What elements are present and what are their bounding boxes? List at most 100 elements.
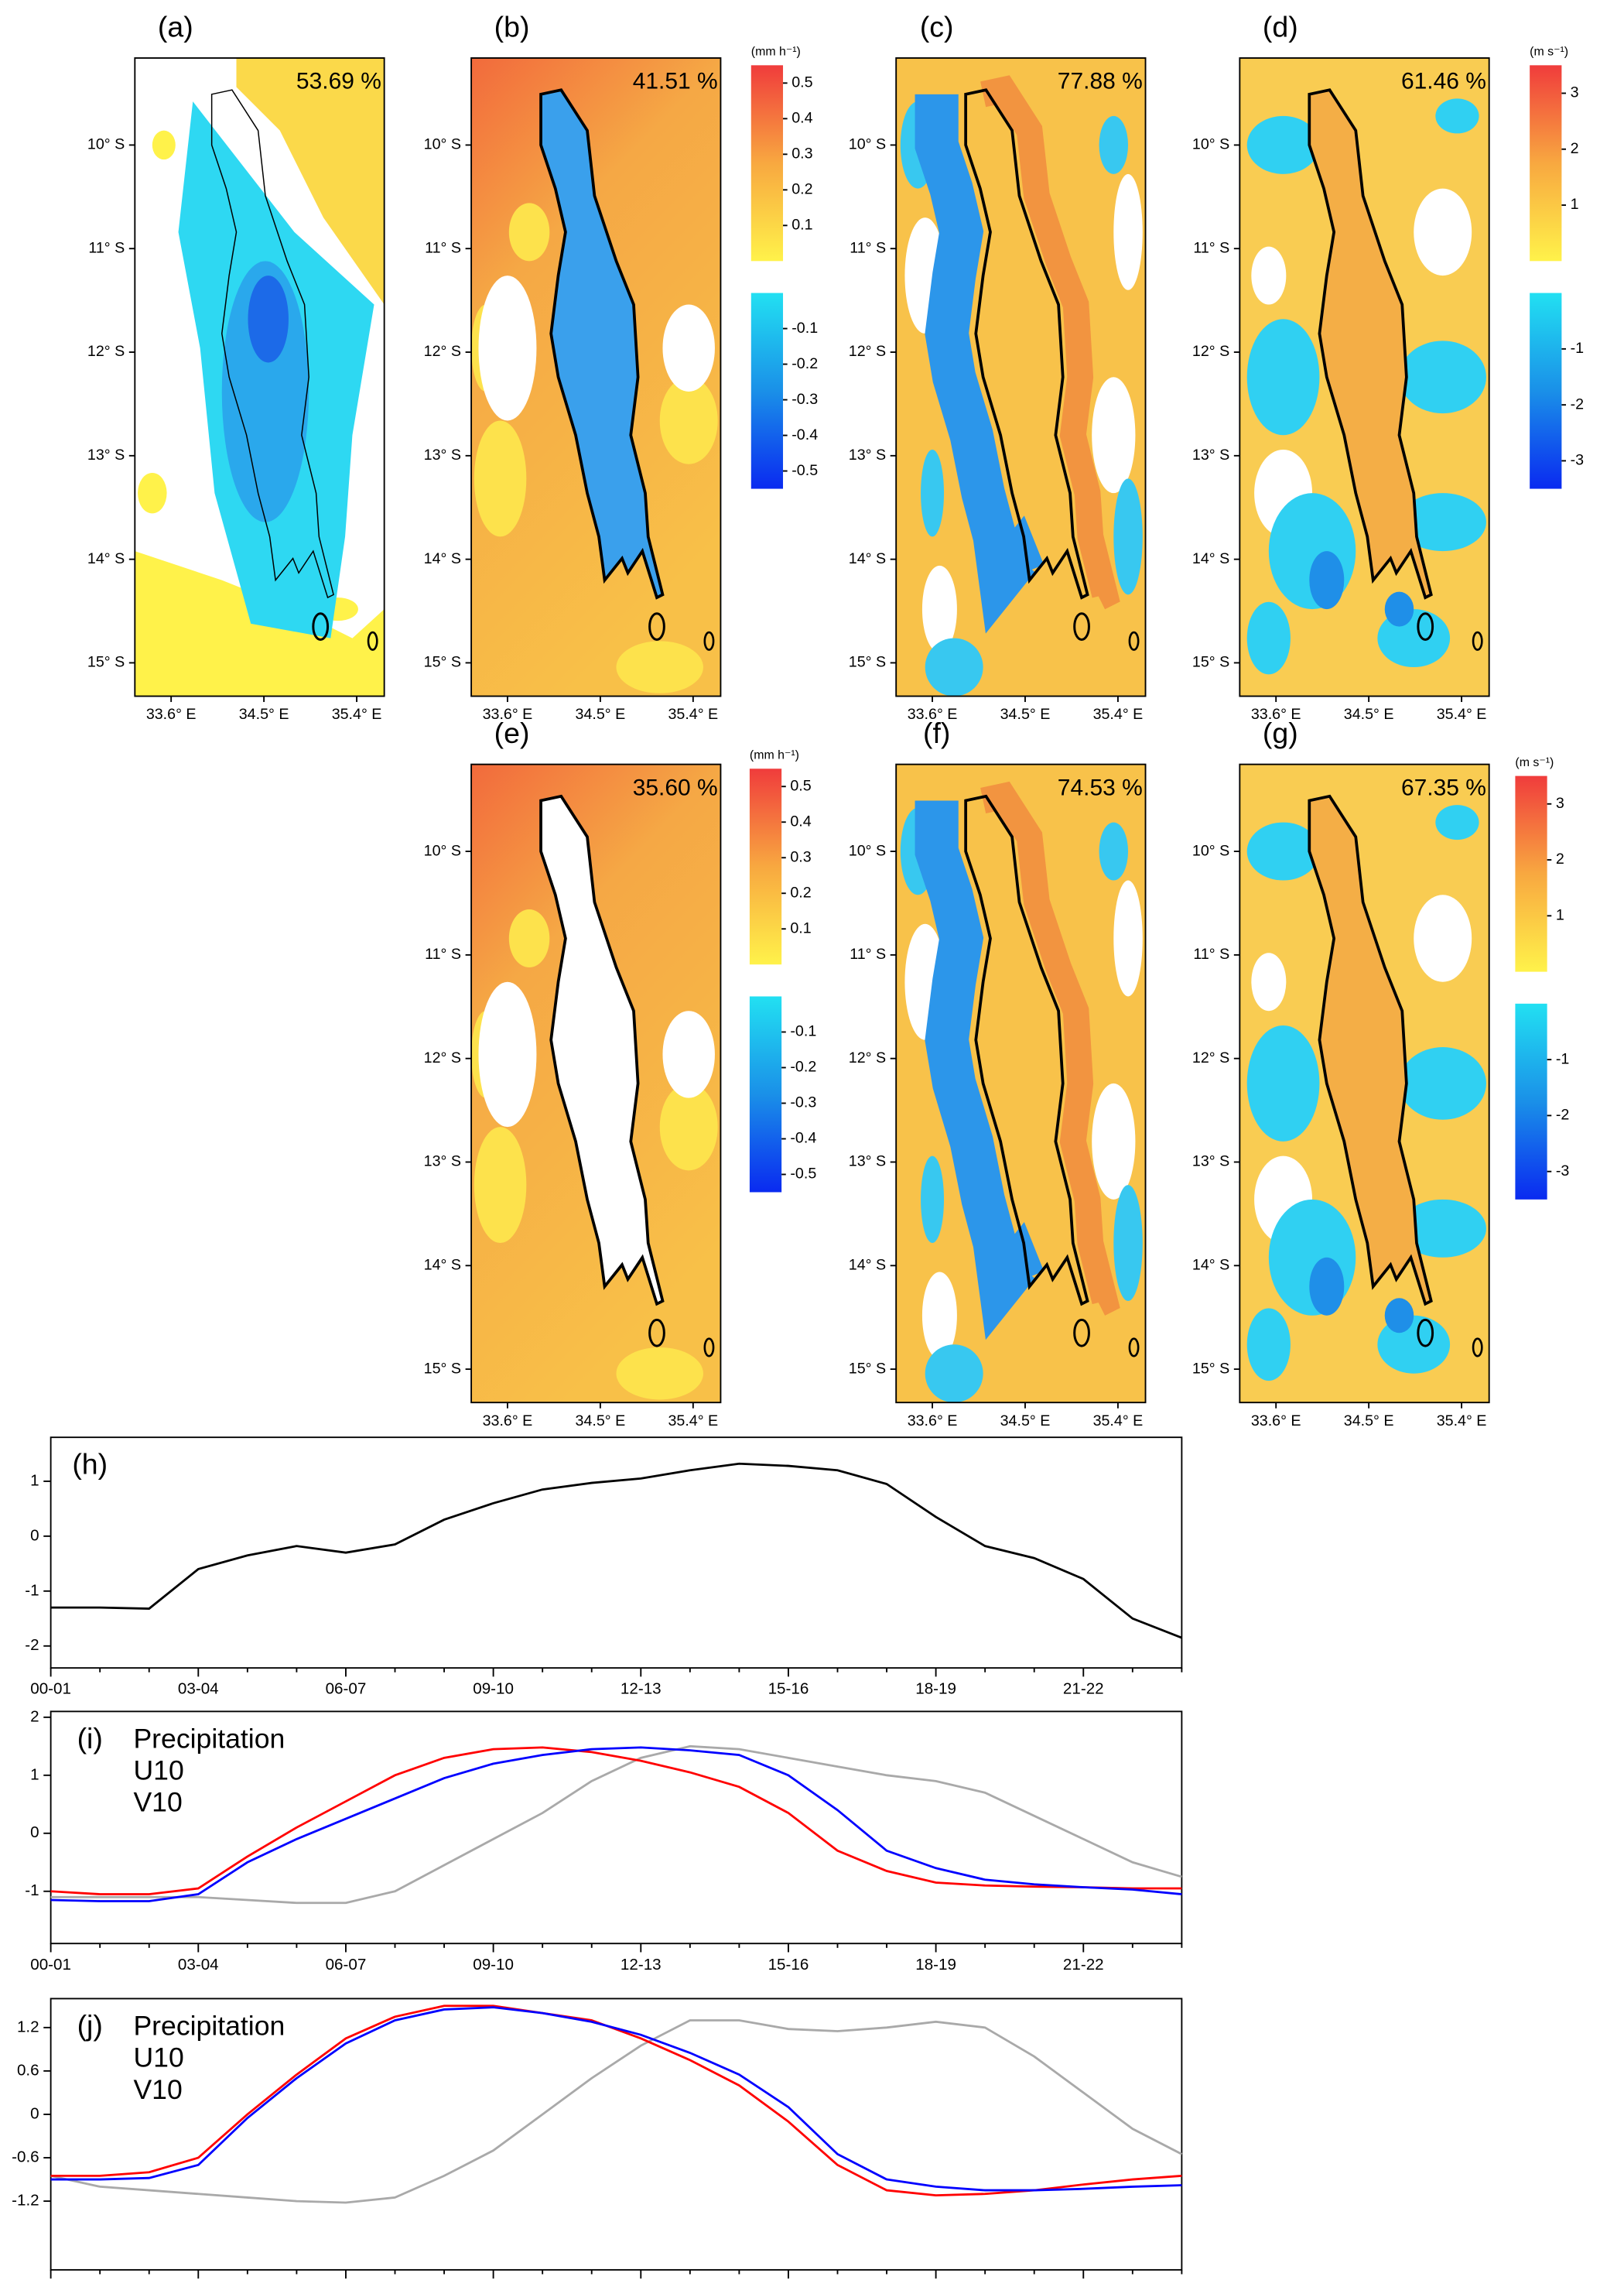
- lake: [539, 794, 665, 1306]
- lake: [1308, 88, 1433, 600]
- panel-label: (d): [1263, 10, 1298, 43]
- positive-area: [236, 57, 385, 305]
- series-line: [50, 1746, 1182, 1902]
- x-tick-label: 09-10: [473, 1680, 514, 1698]
- colorbar-tick-label: -0.5: [791, 462, 818, 479]
- y-tick-label: -1: [25, 1881, 39, 1899]
- series-line: [50, 1462, 1182, 1639]
- map-panel: (e) 35.60 % 10° S 11° S 12° S 13° S 14° S 15° S…: [424, 717, 722, 1429]
- x-tick-label: 03-04: [178, 1956, 219, 1974]
- patch: [1113, 1185, 1143, 1302]
- x-tick-label: 12-13: [621, 1956, 662, 1974]
- panel-label: (e): [494, 717, 530, 749]
- patch: [659, 377, 718, 464]
- y-tick-label: 11° S: [1193, 946, 1229, 963]
- colorbar-positive: [750, 65, 784, 262]
- y-tick-label: 15° S: [87, 654, 125, 671]
- y-tick-label: 0.6: [17, 2061, 39, 2079]
- lake: [539, 88, 665, 600]
- negative-core: [248, 276, 289, 363]
- colorbar-tick-label: -2: [1571, 395, 1584, 413]
- panel-label: (i): [77, 1722, 103, 1755]
- lake-outline: [210, 89, 334, 599]
- x-tick-label: 12-13: [621, 1680, 662, 1698]
- x-tick-label: 15-16: [768, 1680, 809, 1698]
- map-field: [471, 57, 721, 697]
- x-tick-label: 00-01: [30, 1956, 71, 1974]
- y-tick-label: 15° S: [1192, 1360, 1229, 1377]
- percent-label: 35.60 %: [633, 775, 718, 800]
- x-tick-label: 34.5° E: [576, 706, 626, 723]
- negative-band: [915, 800, 1044, 1340]
- patch: [474, 420, 527, 537]
- y-tick-label: 15° S: [849, 654, 886, 671]
- patch: [1099, 822, 1129, 881]
- colorbar-unit: (m s⁻¹): [1515, 756, 1554, 769]
- patch: [925, 638, 983, 697]
- patch: [921, 1155, 945, 1244]
- island: [703, 631, 715, 651]
- colorbar-tick-label: 1: [1556, 907, 1564, 924]
- patch: [1113, 173, 1143, 290]
- colorbar-tick-label: 1: [1571, 196, 1579, 213]
- y-tick-label: 10° S: [849, 842, 886, 859]
- percent-label: 74.53 %: [1058, 775, 1143, 800]
- positive-band: [980, 781, 1120, 1316]
- island: [1073, 612, 1090, 641]
- patch: [508, 909, 550, 967]
- y-tick-label: 0: [30, 1526, 39, 1544]
- lake-outline: [964, 794, 1089, 1306]
- patch: [508, 203, 550, 262]
- patch: [1092, 1083, 1136, 1200]
- colorbar-negative: [1515, 1003, 1547, 1200]
- colorbar-tick-label: 0.4: [790, 813, 811, 830]
- map-field: [471, 764, 721, 1403]
- colorbar-tick-label: -0.2: [790, 1059, 816, 1076]
- colorbar-tick-label: -0.4: [790, 1130, 816, 1147]
- colorbar-positive: [1515, 775, 1547, 972]
- x-tick-label: 18-19: [915, 1680, 956, 1698]
- map-field: [1239, 57, 1489, 697]
- island: [1472, 1337, 1483, 1357]
- x-tick-label: 35.4° E: [668, 706, 718, 723]
- y-tick-label: 12° S: [1192, 1049, 1229, 1066]
- series-line: [50, 2019, 1183, 2204]
- colorbar-tick-label: 0.3: [790, 848, 811, 865]
- y-tick-label: 12° S: [849, 343, 886, 360]
- panel-label: (c): [920, 10, 954, 43]
- x-tick-label: 33.6° E: [146, 706, 197, 723]
- island: [1128, 1337, 1140, 1357]
- y-tick-label: 1.2: [17, 2018, 39, 2035]
- y-tick-label: 14° S: [424, 1256, 461, 1273]
- y-tick-label: 10° S: [424, 136, 461, 153]
- colorbar-unit: (mm h⁻¹): [750, 749, 799, 762]
- x-tick-label: 33.6° E: [1251, 706, 1301, 723]
- map-panel: (c) 77.88 % 10° S 11° S 12° S 13° S 14° S 15° S…: [849, 10, 1147, 723]
- y-tick-label: 13° S: [424, 447, 461, 464]
- patch: [1246, 319, 1320, 436]
- patch: [1384, 591, 1414, 627]
- x-tick-label: 06-07: [326, 1956, 367, 1974]
- map-frame: [895, 763, 1147, 1404]
- patch: [1246, 115, 1320, 174]
- y-tick-label: 13° S: [424, 1153, 461, 1170]
- x-tick-label: 33.6° E: [908, 706, 958, 723]
- map-panel: (d) 61.46 % 10° S 11° S 12° S 13° S 14° S 15° S…: [1192, 10, 1490, 723]
- colorbar-tick-label: 3: [1571, 84, 1579, 101]
- patch: [659, 1083, 718, 1171]
- island: [312, 612, 330, 641]
- colorbar-unit: (m s⁻¹): [1530, 46, 1568, 59]
- y-tick-label: 1: [30, 1471, 39, 1489]
- patch: [1414, 895, 1472, 982]
- series-line: [50, 2006, 1182, 2192]
- colorbar-negative: [750, 293, 784, 489]
- y-tick-label: 2: [30, 1707, 39, 1725]
- legend-entry: V10: [133, 2074, 182, 2105]
- y-tick-label: 13° S: [1192, 447, 1229, 464]
- y-tick-label: -1.2: [12, 2192, 39, 2210]
- colorbar-tick-label: -0.2: [791, 355, 818, 372]
- y-tick-label: 10° S: [849, 136, 886, 153]
- patch: [1414, 188, 1472, 276]
- y-tick-label: -0.6: [12, 2148, 39, 2165]
